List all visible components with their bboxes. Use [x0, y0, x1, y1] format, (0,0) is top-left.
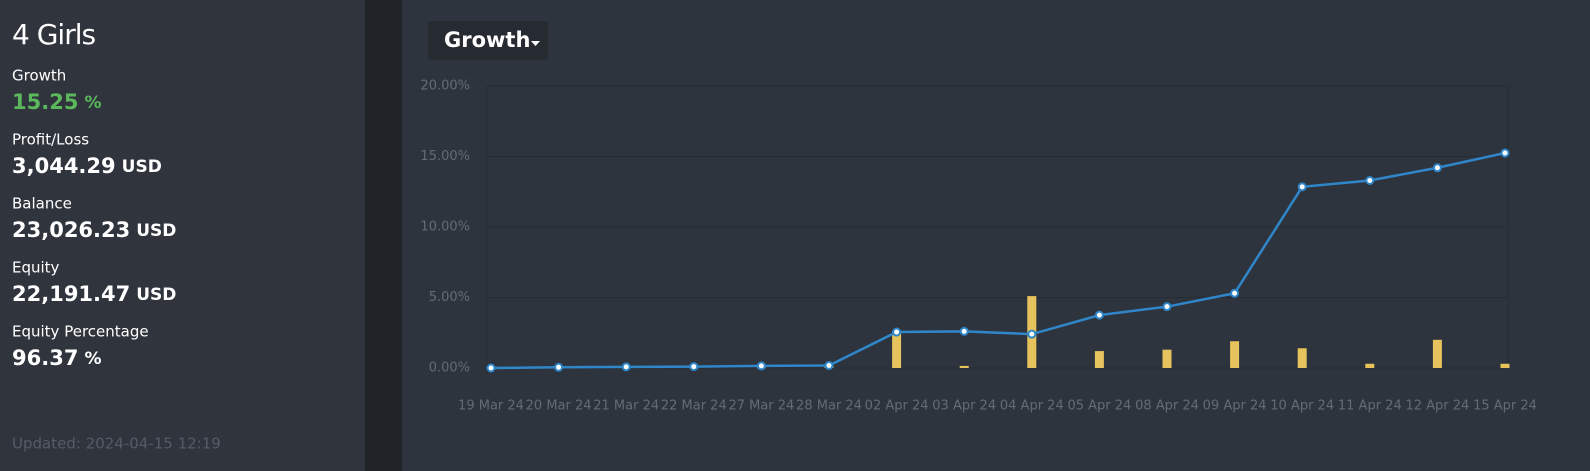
- x-tick-label: 22 Mar 24: [661, 399, 727, 414]
- stat-value: 23,026.23 USD: [12, 218, 176, 242]
- line-point: [554, 362, 564, 372]
- line-point: [1500, 148, 1510, 158]
- y-tick-label: 10.00%: [420, 220, 470, 235]
- line-point: [1297, 182, 1307, 192]
- stat-unit: USD: [136, 221, 176, 241]
- selector-button[interactable]: [428, 21, 548, 60]
- bar: [1230, 341, 1240, 368]
- x-tick-label: 21 Mar 24: [593, 399, 659, 414]
- line-point: [689, 362, 699, 372]
- sidebar-bg: [0, 0, 365, 471]
- bar: [1432, 339, 1442, 368]
- line-point: [824, 360, 834, 370]
- x-tick-label: 08 Apr 24: [1135, 399, 1199, 414]
- stat-value: 96.37%: [12, 346, 101, 370]
- x-tick-label: 10 Apr 24: [1270, 399, 1334, 414]
- x-tick-label: 03 Apr 24: [932, 399, 996, 414]
- y-tick-label: 20.00%: [420, 79, 470, 94]
- stat-number: 22,191.47: [12, 282, 130, 306]
- stat-number: 23,026.23: [12, 218, 130, 242]
- stat-label: Equity Percentage: [12, 323, 149, 341]
- x-tick-label: 11 Apr 24: [1338, 399, 1402, 414]
- bar: [1500, 363, 1510, 368]
- line-point: [959, 326, 969, 336]
- stat-value: 3,044.29 USD: [12, 154, 162, 178]
- bar: [1365, 363, 1375, 368]
- x-tick-label: 12 Apr 24: [1405, 399, 1469, 414]
- line-point: [1365, 175, 1375, 185]
- stat-unit: USD: [136, 285, 176, 305]
- y-tick-label: 15.00%: [420, 149, 470, 164]
- stat-label: Growth: [12, 67, 66, 85]
- stat-label: Profit/Loss: [12, 131, 89, 149]
- chart-panel: [402, 0, 1590, 471]
- bar: [1094, 351, 1104, 368]
- x-tick-label: 27 Mar 24: [728, 399, 794, 414]
- updated: Updated: 2024-04-15 12:19: [12, 435, 221, 453]
- x-tick-label: 05 Apr 24: [1067, 399, 1131, 414]
- line-point: [621, 362, 631, 372]
- bar: [959, 365, 969, 368]
- stat-unit: %: [84, 349, 101, 369]
- line-point: [892, 327, 902, 337]
- selector-label[interactable]: Growth: [444, 28, 530, 52]
- x-tick-label: 02 Apr 24: [865, 399, 929, 414]
- stat-value: 22,191.47 USD: [12, 282, 176, 306]
- stat-unit: USD: [122, 157, 162, 177]
- line: [490, 151, 1506, 370]
- account-title: 4 Girls: [12, 18, 95, 51]
- stat-number: 96.37: [12, 346, 78, 370]
- line-point: [1027, 329, 1037, 339]
- stat-number: 15.25: [12, 90, 78, 114]
- line-point: [486, 363, 496, 373]
- x-tick-label: 28 Mar 24: [796, 399, 862, 414]
- x-tick-label: 20 Mar 24: [526, 399, 592, 414]
- y-tick-label: 5.00%: [429, 290, 470, 305]
- bar: [892, 331, 902, 368]
- caret[interactable]: [531, 41, 540, 46]
- x-tick-label: 19 Mar 24: [458, 399, 524, 414]
- stat-label: Equity: [12, 259, 60, 277]
- bar: [1297, 348, 1307, 368]
- divider: [365, 0, 402, 471]
- x-tick-label: 09 Apr 24: [1203, 399, 1267, 414]
- line-point: [756, 361, 766, 371]
- stat-value: 15.25%: [12, 90, 101, 114]
- x-tick-label: 15 Apr 24: [1473, 399, 1537, 414]
- stat-number: 3,044.29: [12, 154, 116, 178]
- stat-unit: %: [84, 93, 101, 113]
- line-point: [1230, 288, 1240, 298]
- x-tick-label: 04 Apr 24: [1000, 399, 1064, 414]
- line-point: [1094, 310, 1104, 320]
- line-point: [1162, 302, 1172, 312]
- stat-label: Balance: [12, 195, 72, 213]
- line-point: [1432, 163, 1442, 173]
- y-tick-label: 0.00%: [429, 361, 470, 376]
- bar: [1162, 349, 1172, 368]
